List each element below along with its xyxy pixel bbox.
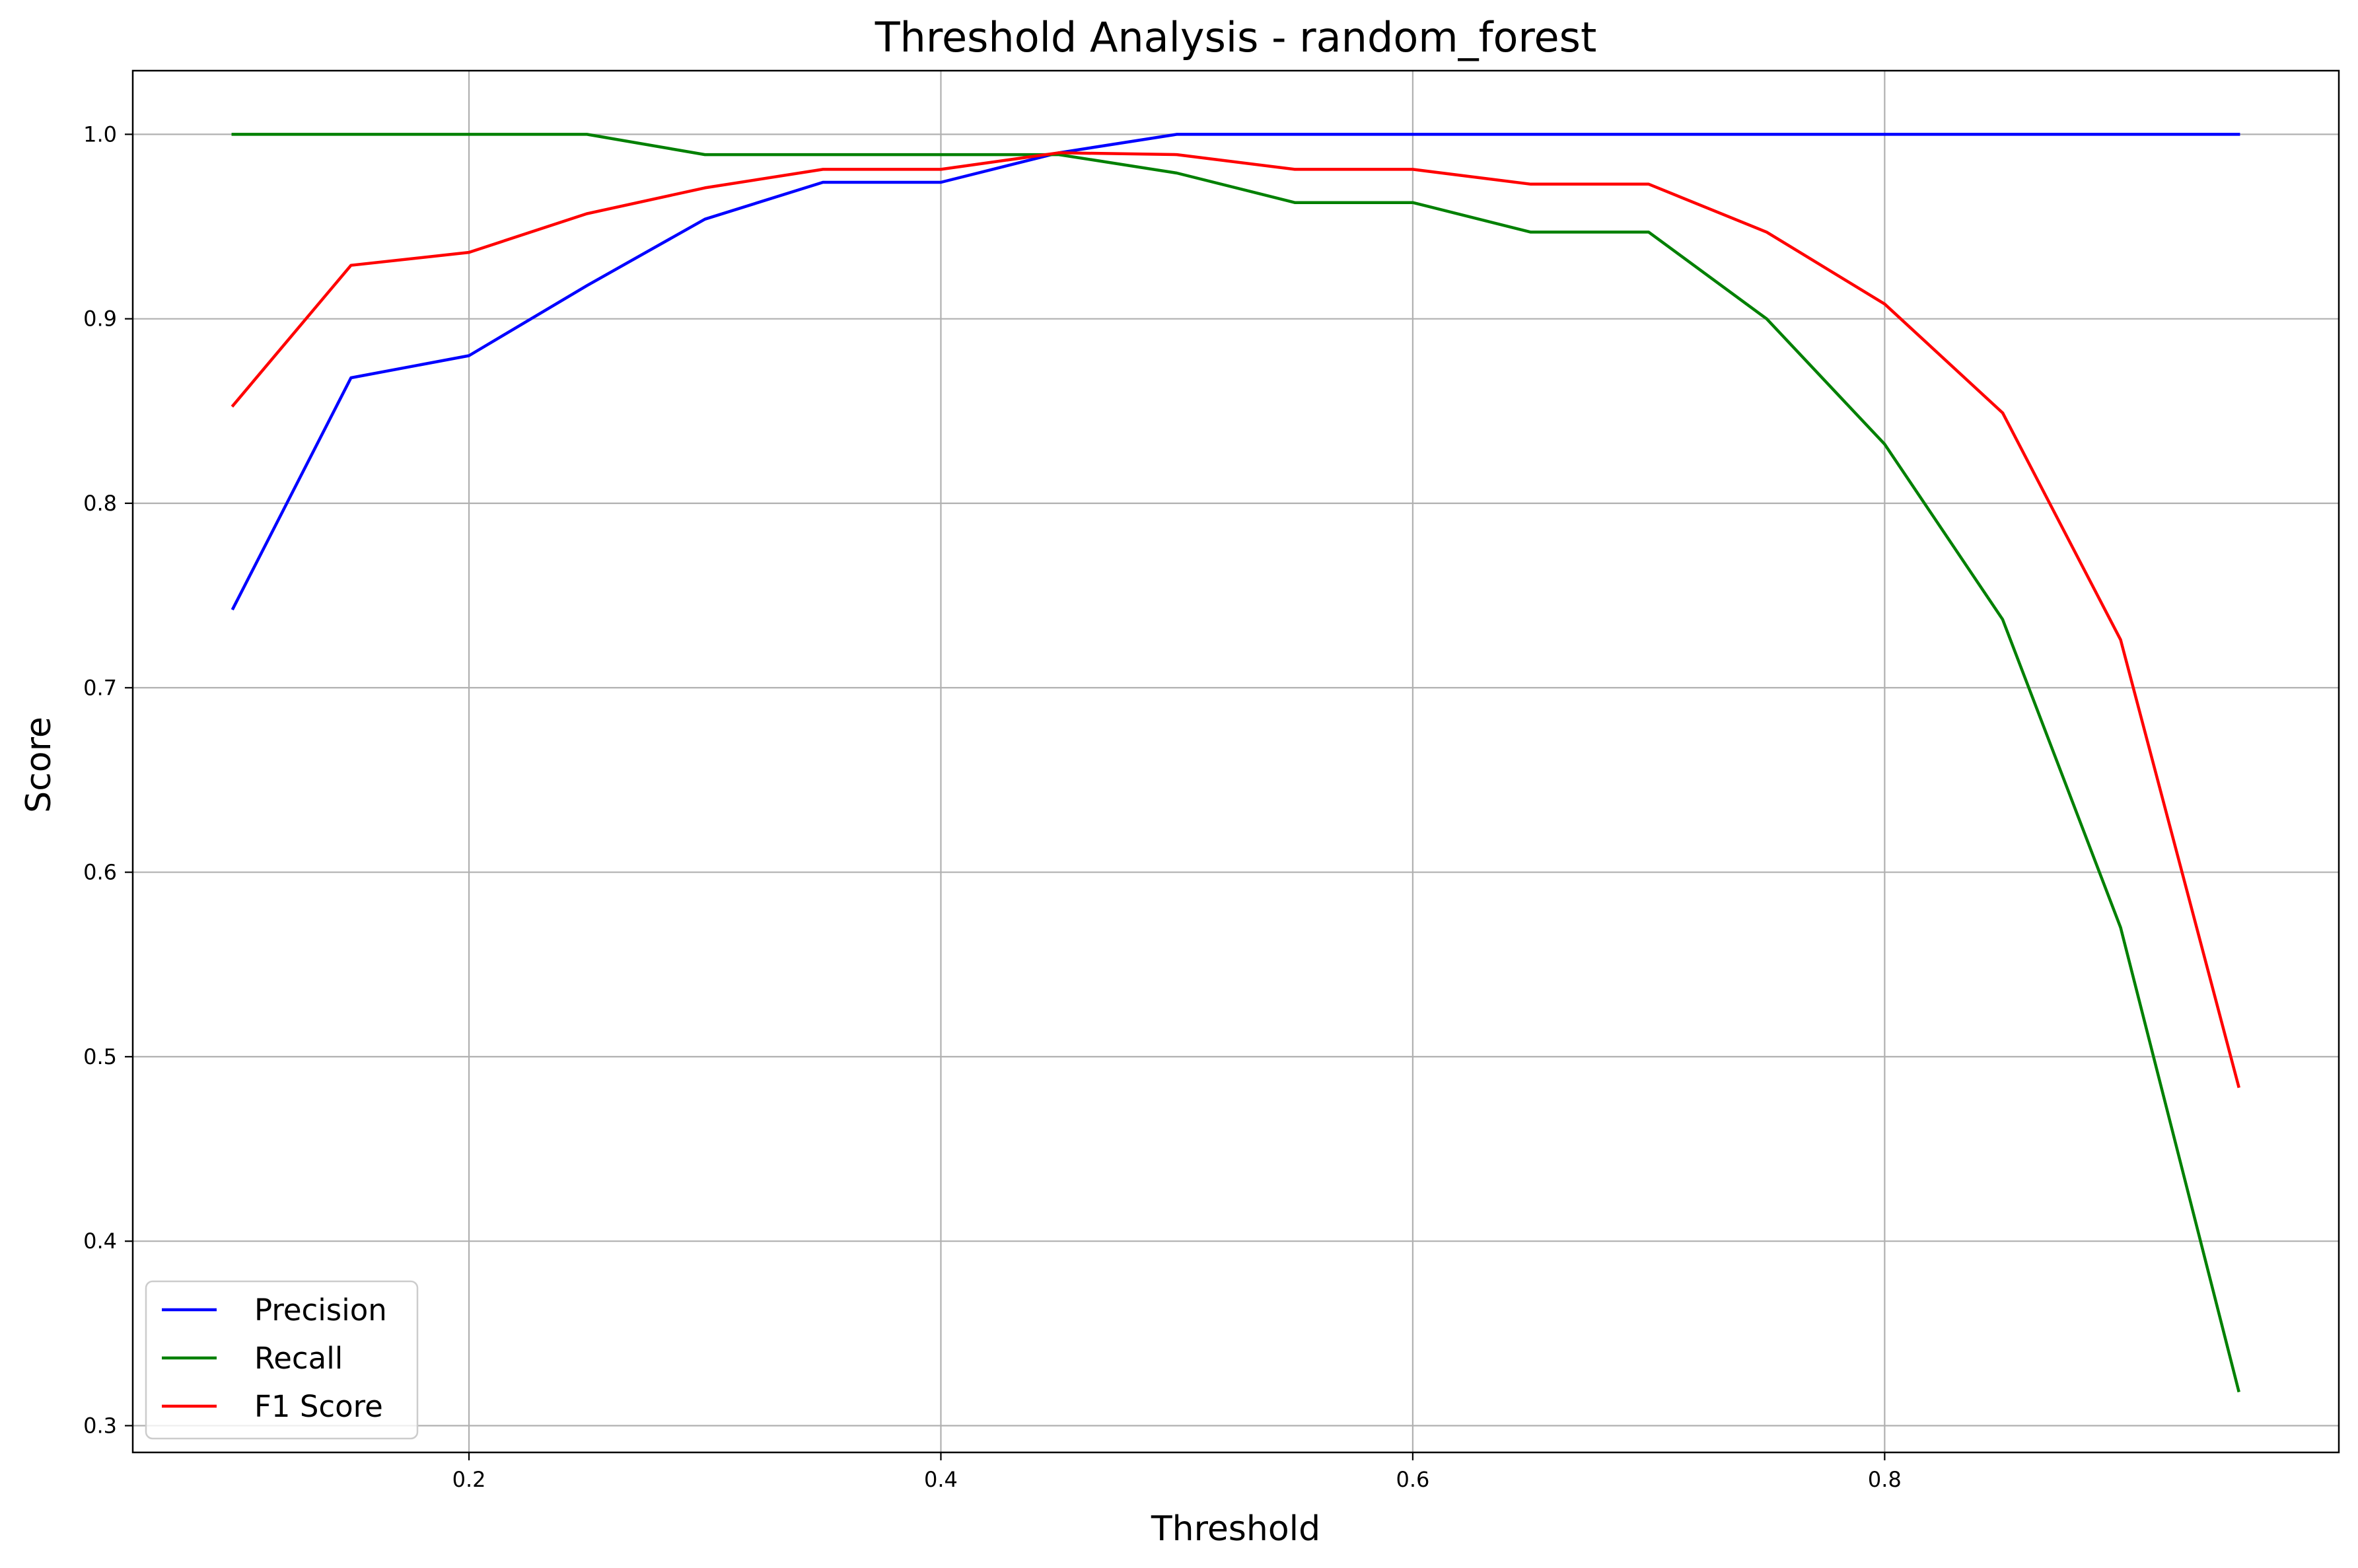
y-tick-label: 0.8 xyxy=(83,491,117,516)
legend-label: Precision xyxy=(254,1293,387,1328)
y-tick-label: 0.5 xyxy=(83,1044,117,1069)
y-tick-label: 1.0 xyxy=(83,122,117,147)
legend-box xyxy=(145,1280,419,1440)
x-tick-label: 0.2 xyxy=(452,1467,486,1492)
y-tick-label: 0.6 xyxy=(83,860,117,885)
y-tick-label: 0.4 xyxy=(83,1229,117,1254)
series-line-recall xyxy=(231,133,2240,1393)
series-line-precision xyxy=(231,133,2240,611)
legend-label: F1 Score xyxy=(254,1389,383,1424)
legend-label: Recall xyxy=(254,1341,343,1376)
series-lines xyxy=(231,133,2240,1393)
grid-lines xyxy=(133,71,2339,1452)
plot-area-frame xyxy=(131,69,2340,1454)
x-tick-label: 0.8 xyxy=(1868,1467,1902,1492)
x-axis-label: Threshold xyxy=(1151,1509,1320,1549)
x-tick-label: 0.6 xyxy=(1396,1467,1429,1492)
legend: Precision Recall F1 Score xyxy=(145,1280,419,1440)
axis-ticks: 0.2 0.4 0.6 0.8 0.3 0.4 0.5 0.6 0.7 0.8 0.9 1.0 xyxy=(83,122,1902,1492)
y-axis-label: Score xyxy=(19,717,59,813)
x-tick-label: 0.4 xyxy=(924,1467,958,1492)
y-tick-label: 0.3 xyxy=(83,1413,117,1439)
series-line-f1-score xyxy=(231,151,2240,1088)
y-tick-label: 0.9 xyxy=(83,306,117,332)
y-tick-label: 0.7 xyxy=(83,675,117,700)
chart-title: Threshold Analysis - random_forest xyxy=(875,13,1597,61)
